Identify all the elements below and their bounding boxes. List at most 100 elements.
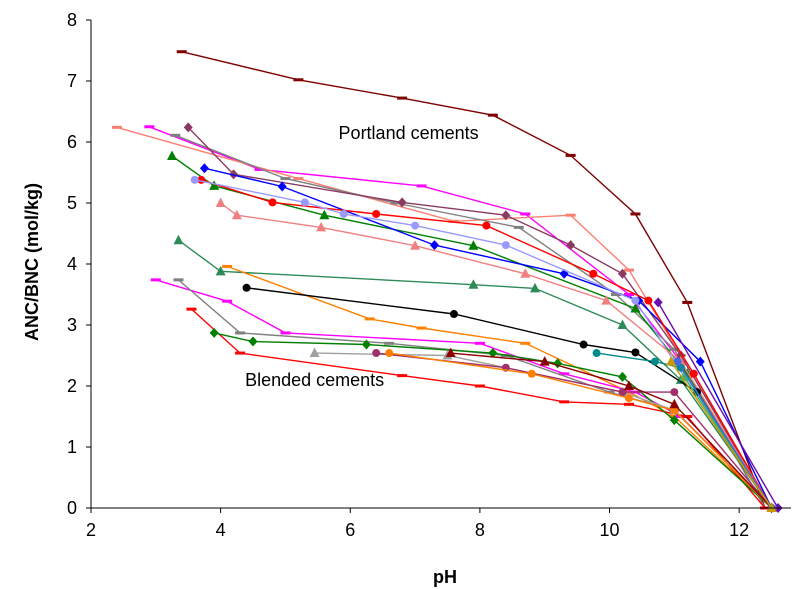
x-tick-label: 4 [216,520,226,540]
data-point [449,310,458,319]
data-point [430,240,440,251]
data-point [448,219,459,223]
data-point [501,210,511,221]
data-point [669,398,680,409]
data-point [248,336,258,347]
data-point [150,278,161,282]
data-point [766,502,777,512]
data-point [231,209,242,220]
data-point [242,283,251,292]
data-point [631,296,640,305]
data-point [513,225,524,229]
data-point [682,415,693,418]
data-point [565,213,576,217]
data-point [416,326,427,330]
data-point [268,198,277,207]
data-point [176,50,187,54]
series-line [220,202,773,509]
data-point [631,348,640,357]
data-point [592,349,601,358]
data-point [300,198,309,207]
data-point [624,394,633,403]
series-6 [167,150,777,512]
data-point [579,340,588,349]
data-point [601,295,612,305]
series-line [213,332,773,509]
data-point [416,184,427,188]
data-point [468,279,479,289]
data-point [669,415,679,426]
data-point [566,240,576,251]
data-point [280,177,291,181]
data-point [173,234,184,245]
data-point [604,390,615,394]
data-point [277,181,287,192]
series-8 [197,175,776,512]
data-point [397,374,408,378]
x-tick-label: 6 [345,520,355,540]
data-point [565,153,576,157]
annotation-2: Blended cements [245,370,384,390]
data-point [669,347,680,351]
data-point [487,113,498,117]
data-point [111,125,122,129]
data-point [689,369,698,378]
data-point [650,357,659,366]
data-point [229,169,239,180]
data-point [183,122,193,133]
data-point [167,150,178,161]
data-point [222,299,233,303]
data-point [670,388,679,397]
data-point [559,372,570,376]
data-point [316,221,327,232]
data-point [254,167,265,171]
data-point [623,268,634,272]
x-tick-label: 8 [475,520,485,540]
data-point [410,240,421,250]
annotation-1: Portland cements [339,123,479,143]
plot-area [91,20,791,508]
data-point [339,209,348,218]
x-tick-label: 10 [600,520,620,540]
data-point [673,357,682,366]
data-point [144,125,155,129]
data-point [372,349,381,358]
data-point [529,282,540,293]
data-point [474,341,485,345]
data-point [617,319,628,329]
data-point [364,317,375,321]
y-tick-label: 1 [67,437,77,457]
data-point [385,349,394,358]
series-line [187,126,773,509]
data-point [215,265,226,276]
data-point [468,240,479,250]
series-line [200,179,773,509]
data-point [653,297,663,308]
x-tick-label: 2 [86,520,96,540]
data-point [319,209,330,220]
y-tick-label: 7 [67,71,77,91]
series-line [657,302,779,509]
y-tick-label: 3 [67,315,77,335]
annotation-layer: Portland cements Blended cements [245,123,479,390]
series-10 [653,297,783,513]
data-point [199,163,209,174]
data-point [559,400,570,404]
series-18 [209,327,777,513]
y-tick-label: 6 [67,132,77,152]
data-point [280,331,291,335]
y-tick-label: 5 [67,193,77,213]
y-tick-label: 0 [67,498,77,518]
series-line [670,361,773,509]
data-point [695,356,705,367]
series-26 [666,356,777,512]
series-line [181,51,766,509]
x-axis-title: pH [433,567,457,587]
y-axis-title: ANC/BNC (mol/kg) [22,183,42,341]
data-point [293,78,304,82]
x-tick-label: 12 [729,520,749,540]
data-point [390,201,401,205]
data-point [520,212,531,216]
data-point [173,278,184,282]
series-5 [183,122,777,513]
